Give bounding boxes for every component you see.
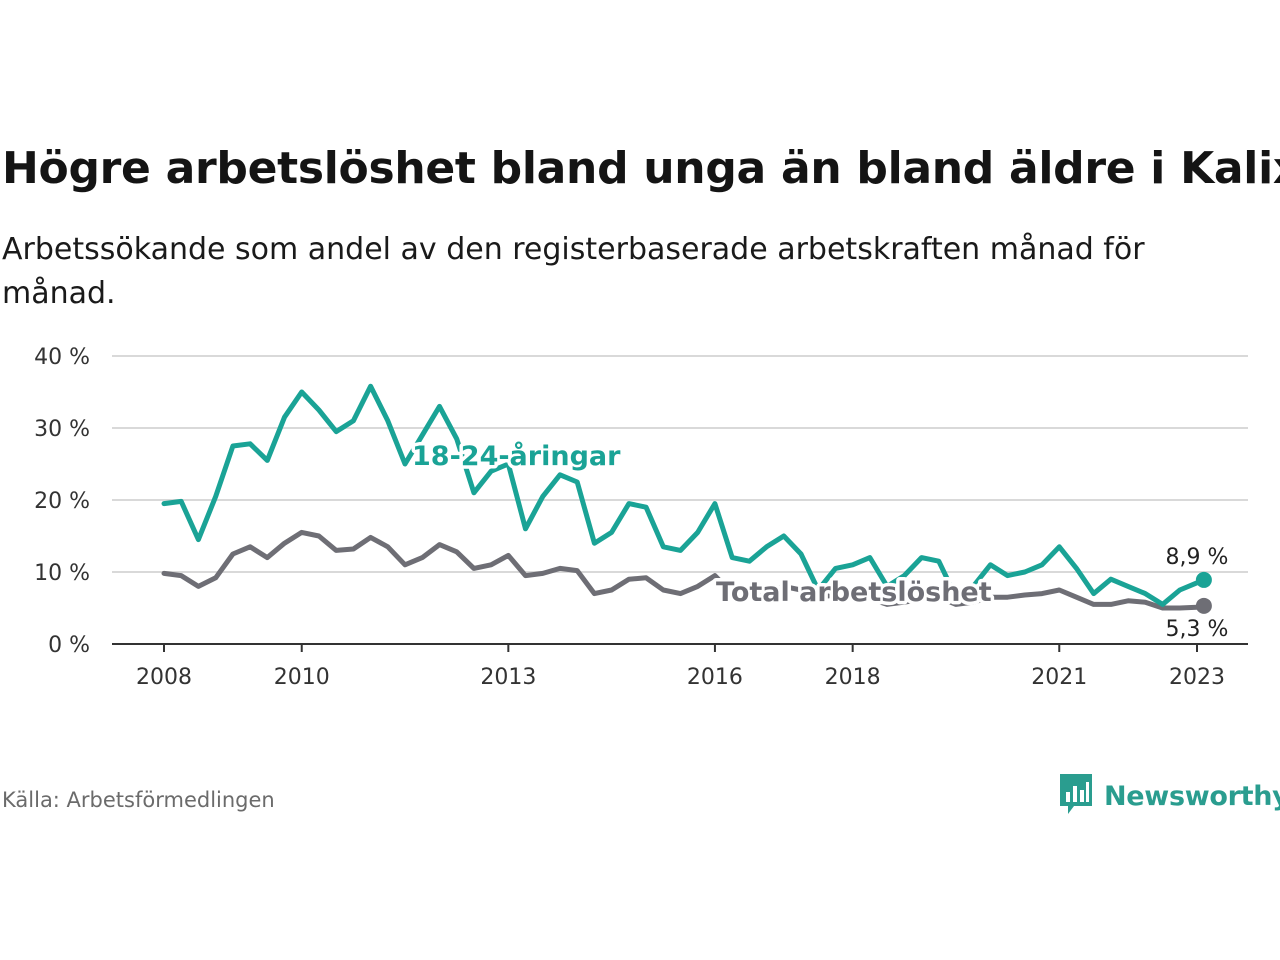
- chart-subtitle: Arbetssökande som andel av den registerb…: [2, 232, 1145, 311]
- series-line-youth: [161, 383, 1207, 607]
- series-lines: [161, 383, 1212, 614]
- line-chart: 0 % 10 % 20 % 30 % 40 % 2008 2010 2013 2016 2018…: [34, 345, 1248, 690]
- y-axis-ticks: 0 % 10 % 20 % 30 % 40 %: [34, 345, 90, 658]
- newsworthy-brand[interactable]: Newsworthy: [1058, 772, 1280, 820]
- newsworthy-logo-icon: [1058, 772, 1094, 820]
- y-tick-label: 30 %: [34, 417, 90, 442]
- chart-grid: [112, 355, 1248, 573]
- series-label-total: Total arbetslöshet: [716, 577, 992, 608]
- y-tick-label: 10 %: [34, 561, 90, 586]
- x-tick-label: 2021: [1031, 665, 1087, 690]
- series-label-youth: 18-24-åringar: [412, 440, 621, 472]
- x-tick-label: 2016: [687, 665, 743, 690]
- series-line-total: [161, 529, 1207, 611]
- chart-title: Högre arbetslöshet bland unga än bland ä…: [2, 143, 1280, 194]
- series-label-total-halo: Total arbetslöshet: [716, 577, 992, 608]
- x-tick-label: 2008: [136, 665, 192, 690]
- x-tick-label: 2013: [480, 665, 536, 690]
- end-label-youth: 8,9 %: [1166, 545, 1229, 570]
- newsworthy-logo-text: Newsworthy: [1104, 780, 1280, 812]
- series-label-youth-halo: 18-24-åringar: [412, 440, 621, 472]
- x-axis: 2008 2010 2013 2016 2018 2021 2023: [112, 643, 1248, 690]
- source-note: Källa: Arbetsförmedlingen: [2, 788, 275, 812]
- y-tick-label: 40 %: [34, 345, 90, 370]
- series-end-point: [1195, 597, 1212, 614]
- series-end-point: [1195, 571, 1212, 588]
- x-tick-label: 2018: [825, 665, 881, 690]
- x-tick-label: 2010: [274, 665, 330, 690]
- y-tick-label: 20 %: [34, 489, 90, 514]
- end-label-total: 5,3 %: [1166, 617, 1229, 642]
- x-tick-label: 2023: [1169, 665, 1225, 690]
- y-tick-label: 0 %: [48, 633, 90, 658]
- series-labels: 8,9 %5,3 %18-24-åringar18-24-åringarTota…: [409, 437, 1229, 642]
